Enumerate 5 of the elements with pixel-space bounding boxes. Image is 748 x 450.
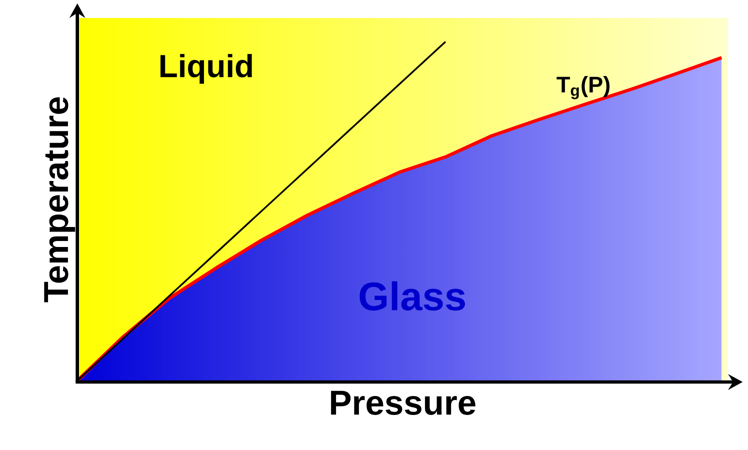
annotation: Glass — [360, 281, 465, 311]
y-axis-title: Temperature — [44, 97, 76, 302]
x-axis-title: Pressure — [331, 390, 476, 415]
annotation: Liquid — [160, 54, 252, 84]
series-label: T$_{g}$(P) — [556, 76, 610, 100]
